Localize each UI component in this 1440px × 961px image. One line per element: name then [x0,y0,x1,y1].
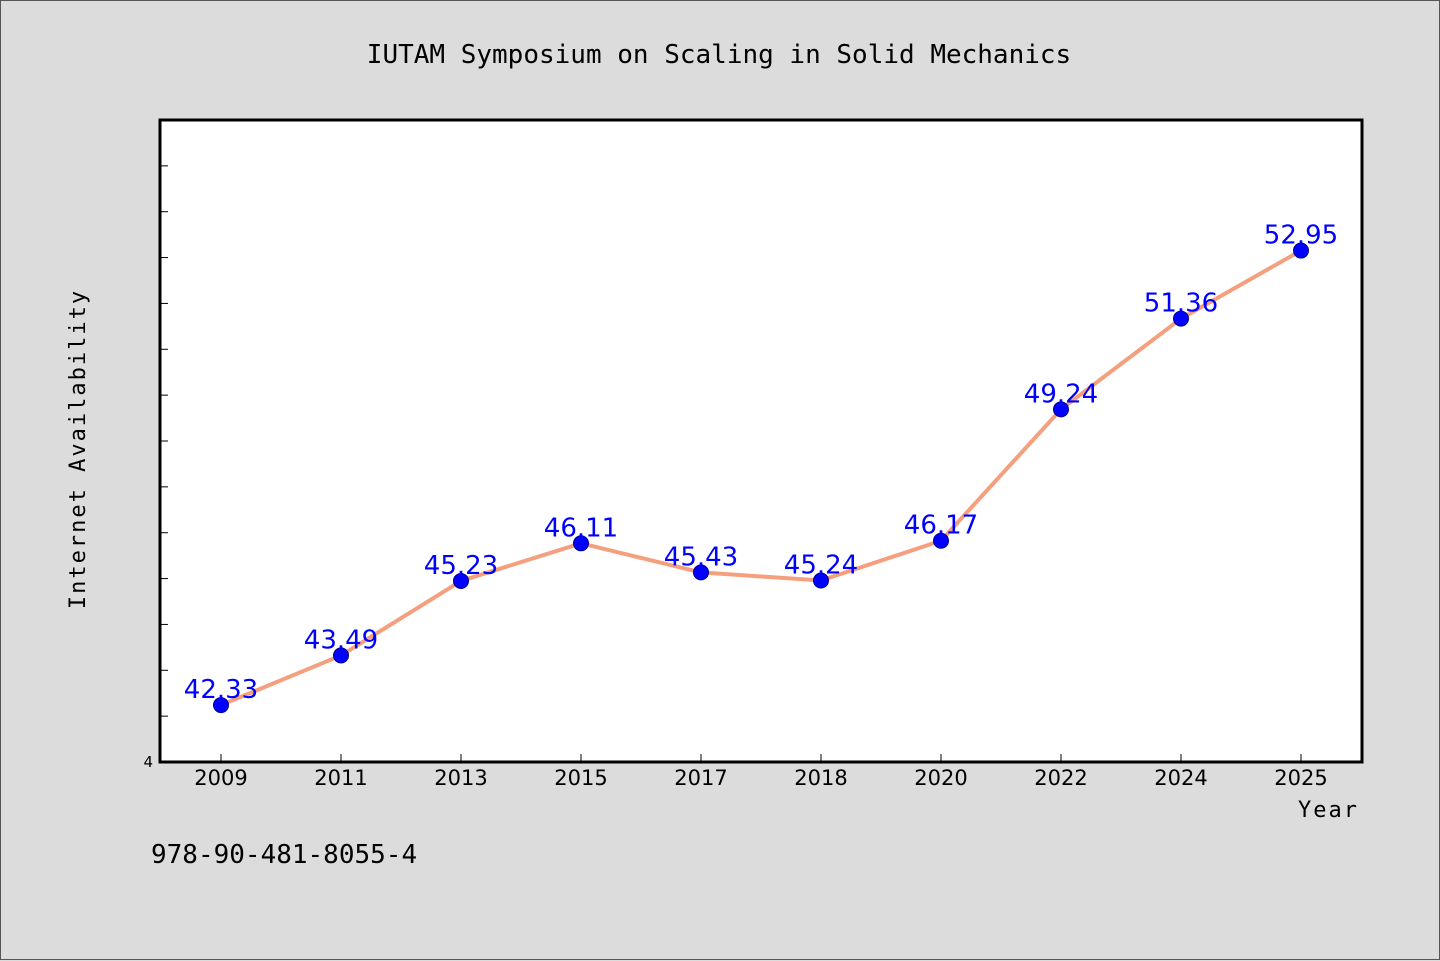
data-point [1053,401,1069,418]
data-label: 46.17 [904,511,978,541]
y-axis-ticks: 4 [143,119,168,771]
y-tick-label: 4 [143,753,153,771]
x-tick-label: 2025 [1274,766,1327,790]
data-point [1173,310,1189,327]
x-tick-label: 2024 [1154,766,1207,790]
data-label: 45.23 [424,551,498,581]
y-axis-label: Internet Availability [66,289,91,609]
x-tick-label: 2009 [194,766,247,790]
data-label: 52.95 [1264,221,1338,251]
data-label: 49.24 [1024,379,1098,409]
data-point [813,572,829,589]
data-label: 42.33 [184,675,258,705]
plot-area [158,118,1364,764]
data-label: 45.43 [664,542,738,572]
data-point [333,647,349,664]
data-label-layer: 42.33 43.49 45.23 46.11 45.43 45.24 46.17 49.24… [184,221,1338,706]
marker-layer [213,242,1309,714]
x-tick-label: 2013 [434,766,487,790]
data-label: 46.11 [544,513,618,543]
data-point [213,697,229,714]
x-axis-ticks: 2009 2011 2013 2015 2017 2018 2020 2022 2024 2025 [194,754,1328,790]
x-axis-label: Year [1298,798,1359,823]
data-label: 51.36 [1144,289,1218,319]
x-tick-label: 2011 [314,766,367,790]
data-point [933,532,949,549]
isbn-footer: 978-90-481-8055-4 [151,840,417,870]
data-point [573,535,589,552]
data-point [1293,242,1309,259]
x-tick-label: 2018 [794,766,847,790]
x-tick-label: 2015 [554,766,607,790]
series-layer [219,248,1303,708]
data-label: 45.24 [784,551,858,581]
data-point [693,564,709,581]
x-tick-label: 2017 [674,766,727,790]
x-tick-label: 2020 [914,766,967,790]
data-label: 43.49 [304,625,378,655]
chart-title: IUTAM Symposium on Scaling in Solid Mech… [367,40,1071,70]
x-tick-label: 2022 [1034,766,1087,790]
data-point [453,572,469,589]
series-line [219,248,1303,708]
